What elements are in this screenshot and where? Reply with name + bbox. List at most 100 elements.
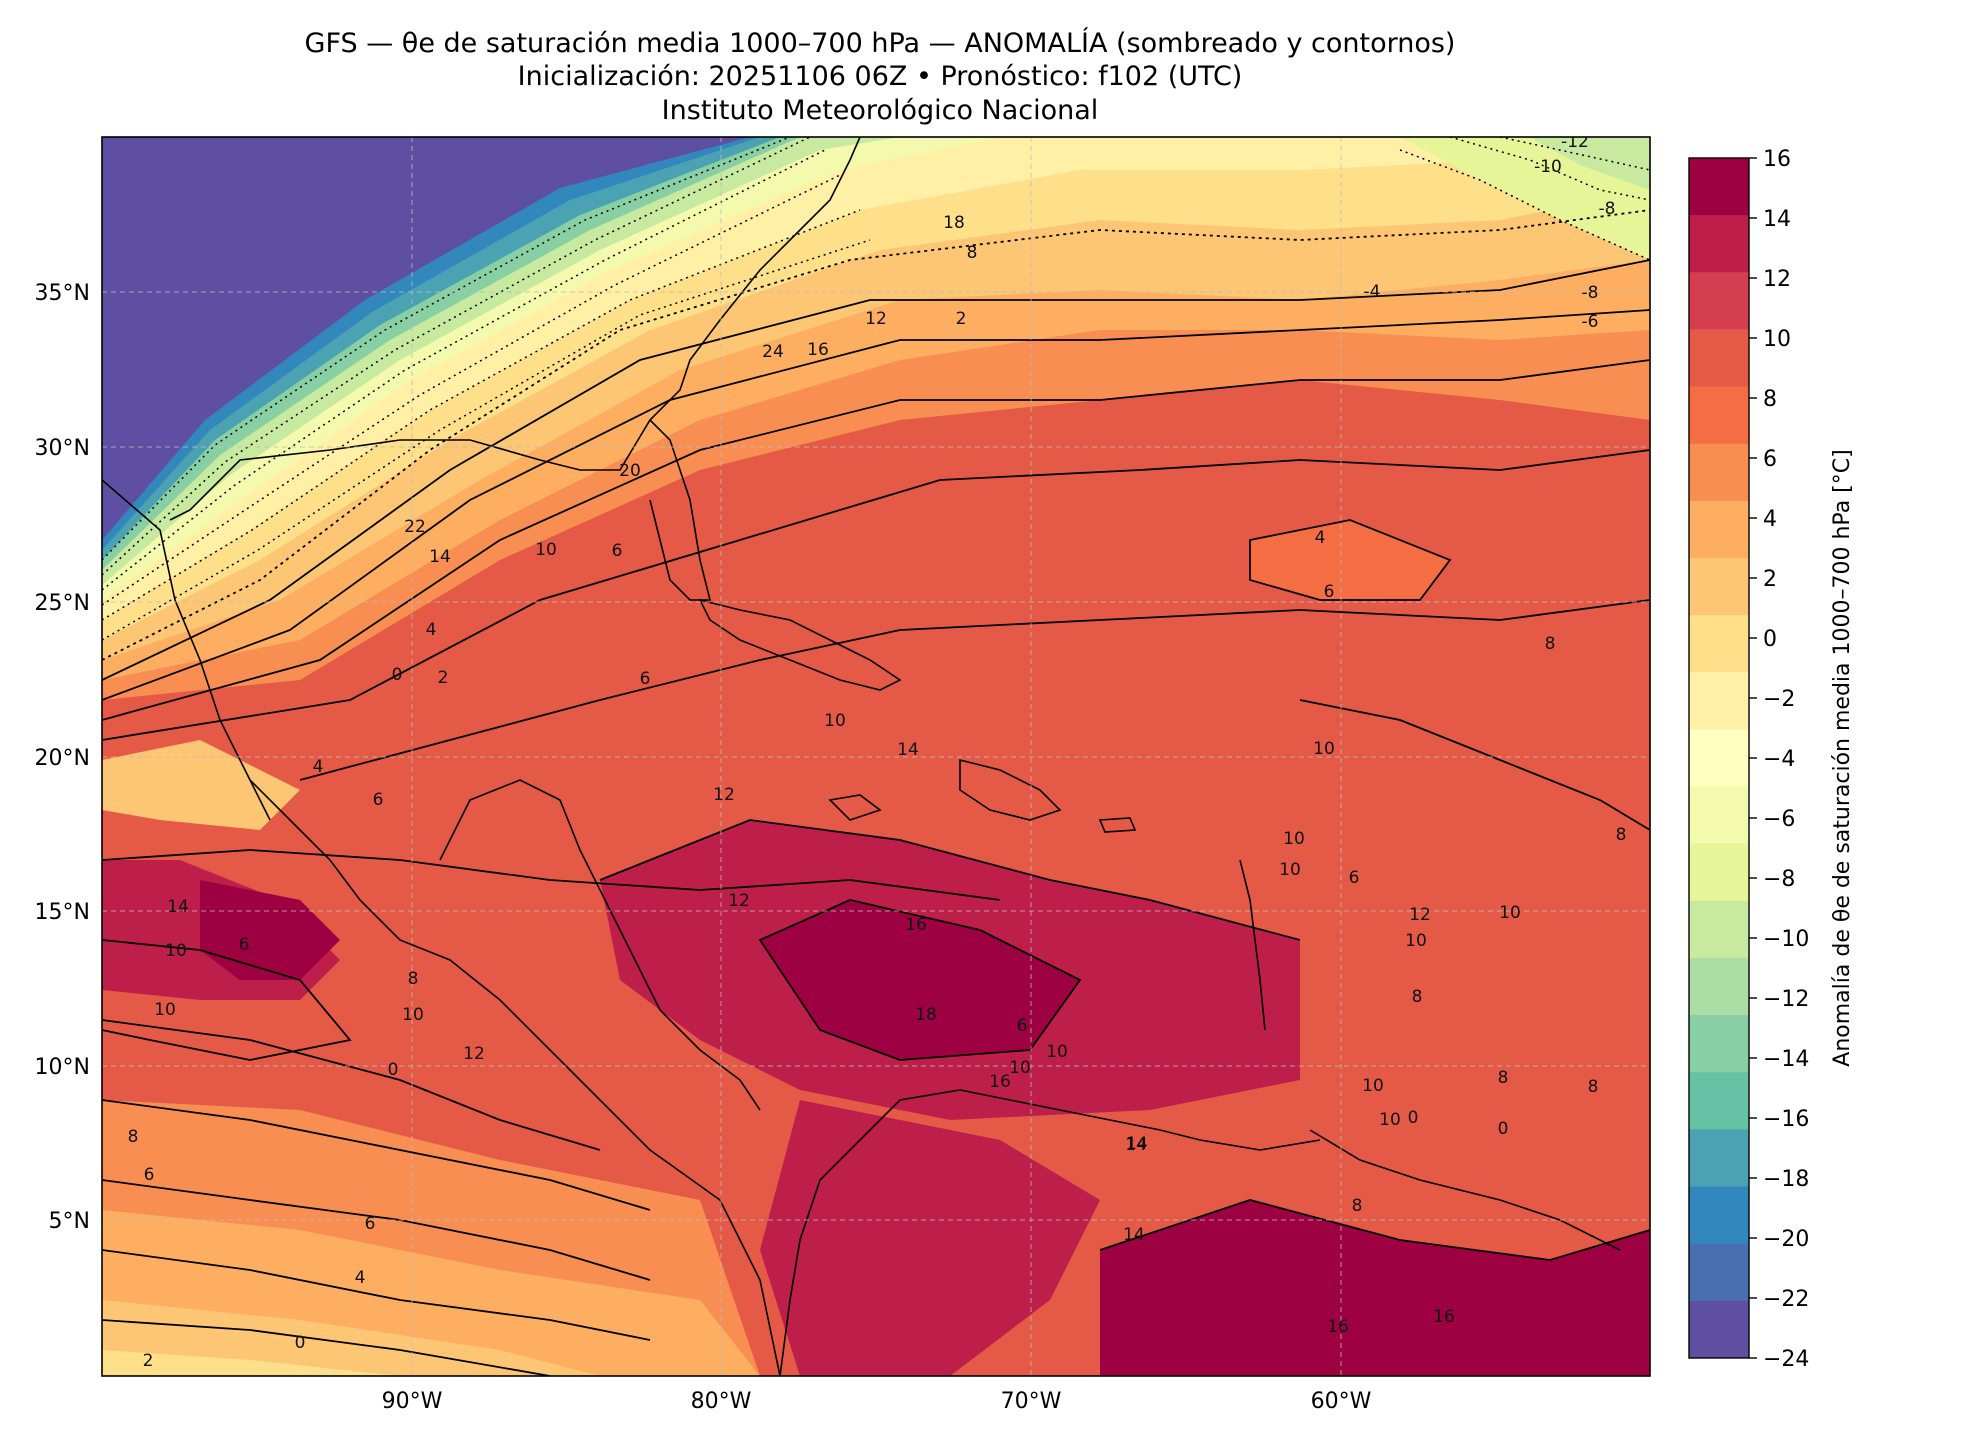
contour-label: 0 <box>392 665 403 685</box>
contour-label: 8 <box>1616 825 1627 845</box>
colorbar-swatch <box>1689 1300 1749 1359</box>
chart-subtitle-institute: Instituto Meteorológico Nacional <box>661 95 1099 126</box>
colorbar-swatch <box>1689 158 1749 216</box>
contour-label: 10 <box>1379 1110 1401 1130</box>
colorbar-tick-label: 6 <box>1763 447 1777 472</box>
colorbar-swatch <box>1689 558 1749 616</box>
contour-label: 22 <box>404 517 426 537</box>
contour-label: 14 <box>1123 1225 1145 1245</box>
contour-label: 10 <box>1046 1042 1068 1062</box>
colorbar-tick-label: −2 <box>1763 687 1795 712</box>
lat-tick: 15°N <box>35 900 90 925</box>
contour-label: 10 <box>165 941 187 961</box>
colorbar-tick-label: −24 <box>1763 1347 1809 1372</box>
lat-tick: 5°N <box>49 1209 90 1234</box>
contour-label: 12 <box>1409 905 1431 925</box>
contour-label: 0 <box>295 1333 306 1353</box>
colorbar-swatch <box>1689 786 1749 845</box>
colorbar-tick-label: −20 <box>1763 1227 1809 1252</box>
contour-label: 10 <box>1362 1076 1384 1096</box>
contour-label: 16 <box>1327 1317 1349 1337</box>
contour-label: 16 <box>1433 1307 1455 1327</box>
lat-tick: 10°N <box>35 1055 90 1080</box>
colorbar-tick-label: 10 <box>1763 327 1791 352</box>
contour-label: 18 <box>915 1005 937 1025</box>
colorbar-tick-label: −12 <box>1763 987 1809 1012</box>
contour-label: 10 <box>1313 739 1335 759</box>
contour-label: 16 <box>905 915 927 935</box>
lat-ticks: 35°N 30°N 25°N 20°N 15°N 10°N 5°N <box>35 281 90 1234</box>
contour-label: 20 <box>619 461 641 481</box>
contour-label: 6 <box>365 1214 376 1234</box>
contour-label: 4 <box>1315 528 1326 548</box>
colorbar-swatch <box>1689 1186 1749 1245</box>
contour-label: 10 <box>535 540 557 560</box>
contour-label: 6 <box>1349 868 1360 888</box>
colorbar-tick-label: −6 <box>1763 807 1795 832</box>
colorbar-tick-label: 14 <box>1763 207 1791 232</box>
contour-label: 16 <box>807 340 829 360</box>
colorbar-tick-label: −18 <box>1763 1167 1809 1192</box>
colorbar-swatch <box>1689 215 1749 273</box>
contour-label: 6 <box>239 935 250 955</box>
contour-label: 4 <box>355 1268 366 1288</box>
colorbar-swatch <box>1689 1015 1749 1073</box>
land-outlines <box>102 137 1621 1376</box>
contour-label: -4 <box>1364 282 1381 302</box>
contour-label: 10 <box>824 711 846 731</box>
colorbar-ticks: 16 14 12 10 8 6 4 2 0 −2 −4 −6 −8 −10 −12 −14 −16 −18 −20 −… <box>1749 147 1809 1372</box>
colorbar-swatch <box>1689 386 1749 445</box>
contour-label: 12 <box>463 1044 485 1064</box>
contour-label: 6 <box>1017 1016 1028 1036</box>
lon-tick: 80°W <box>691 1389 752 1414</box>
colorbar-swatch <box>1689 272 1749 330</box>
contour-label: 8 <box>1498 1068 1509 1088</box>
lon-ticks: 90°W 80°W 70°W 60°W <box>382 1389 1372 1414</box>
contour-label: 6 <box>373 790 384 810</box>
contour-label: 8 <box>1352 1196 1363 1216</box>
contour-label: 6 <box>1324 582 1335 602</box>
contour-label: 12 <box>728 891 750 911</box>
contour-label: 10 <box>402 1005 424 1025</box>
contour-label: 12 <box>713 785 735 805</box>
chart-subtitle-init: Inicialización: 20251106 06Z • Pronóstic… <box>517 61 1243 92</box>
contour-label: 10 <box>1283 829 1305 849</box>
contour-label: 0 <box>1498 1119 1509 1139</box>
negative-contours <box>102 137 1650 641</box>
anomaly-shading <box>102 137 1650 1376</box>
colorbar-swatch <box>1689 729 1749 788</box>
contour-label: 0 <box>388 1060 399 1080</box>
colorbar-tick-label: −4 <box>1763 747 1795 772</box>
lat-tick: 30°N <box>35 436 90 461</box>
gridlines <box>102 137 1650 1376</box>
lat-tick: 35°N <box>35 281 90 306</box>
colorbar-tick-label: −8 <box>1763 867 1795 892</box>
colorbar-swatch <box>1689 329 1749 388</box>
contour-label: 10 <box>154 1000 176 1020</box>
contour-label: 4 <box>426 620 437 640</box>
colorbar-tick-label: −16 <box>1763 1107 1809 1132</box>
contour-label: 8 <box>1412 987 1423 1007</box>
colorbar-tick-label: 2 <box>1763 567 1777 592</box>
colorbar-swatch <box>1689 615 1749 673</box>
contour-label: -6 <box>1582 312 1599 332</box>
lon-tick: 70°W <box>1001 1389 1062 1414</box>
colorbar: 16 14 12 10 8 6 4 2 0 −2 −4 −6 −8 −10 −12 −14 −16 −18 −20 −… <box>1688 147 1855 1372</box>
colorbar-tick-label: 12 <box>1763 267 1791 292</box>
contour-label: 24 <box>762 342 784 362</box>
contour-label: 6 <box>640 669 651 689</box>
contour-label: 2 <box>956 309 967 329</box>
colorbar-swatch <box>1689 1129 1749 1188</box>
lat-tick: 20°N <box>35 746 90 771</box>
lon-tick: 60°W <box>1311 1389 1372 1414</box>
contour-label: 16 <box>989 1072 1011 1092</box>
contour-label: 14 <box>1126 1134 1148 1154</box>
contour-label: 6 <box>144 1165 155 1185</box>
chart-title: GFS — θe de saturación media 1000–700 hP… <box>304 28 1456 59</box>
contour-label: 8 <box>1545 634 1556 654</box>
contour-label: -8 <box>1582 283 1599 303</box>
colorbar-swatches <box>1689 158 1749 1359</box>
colorbar-swatch <box>1689 1072 1749 1130</box>
